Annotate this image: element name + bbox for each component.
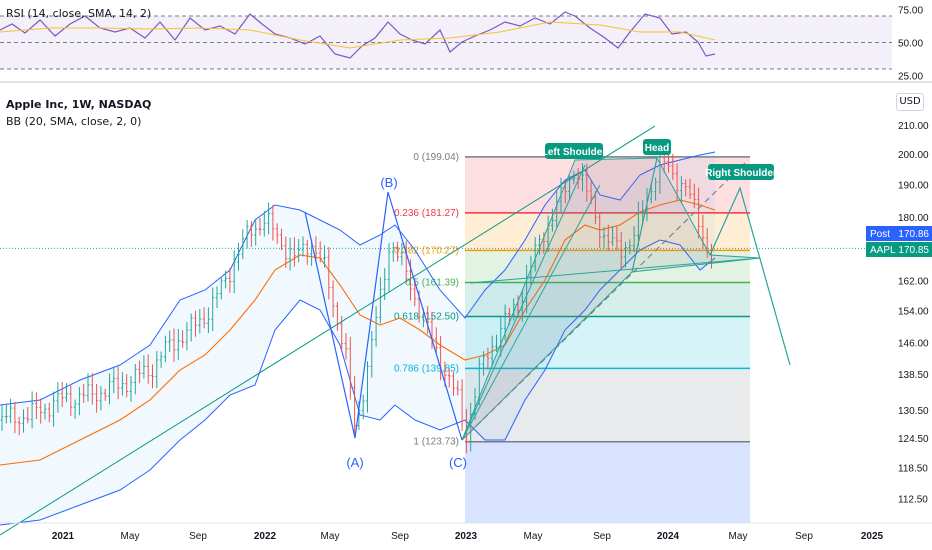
long-trendline <box>0 125 656 536</box>
time-tick-label: May <box>729 531 748 542</box>
pattern-label-box <box>708 164 774 180</box>
fib-zone-0.786 <box>465 368 750 442</box>
time-tick-label: 2022 <box>254 531 277 542</box>
rsi-tick-label: 75.00 <box>898 5 923 16</box>
rsi-legend[interactable]: RSI (14, close, SMA, 14, 2) <box>6 7 152 20</box>
fib-zone-0.618 <box>465 316 750 369</box>
fib-label-0.618: 0.618 (152.50) <box>394 311 459 322</box>
pattern-label-box <box>545 143 603 159</box>
time-tick-label: Sep <box>391 531 409 542</box>
symbol-badge-value: 170.85 <box>898 245 929 256</box>
axes: 75.00 50.00 25.00 210.00 200.00 190.00 180.00 1… <box>0 5 932 542</box>
time-tick-label: 2023 <box>455 531 478 542</box>
rsi-tick-label: 50.00 <box>898 39 923 50</box>
post-badge-value: 170.86 <box>898 229 929 240</box>
pattern-label-box <box>643 139 671 155</box>
price-tick-label: 138.50 <box>898 370 929 381</box>
post-badge-label: Post <box>870 229 890 240</box>
wave-label: (C) <box>449 455 467 470</box>
rsi-tick-label: 25.00 <box>898 72 923 83</box>
time-tick-label: 2024 <box>657 531 680 542</box>
symbol-badge-label: AAPL <box>870 245 896 256</box>
currency-selector[interactable]: USD <box>896 93 924 111</box>
fib-zone-0 <box>465 156 750 213</box>
time-tick-label: Sep <box>593 531 611 542</box>
main-legend: Apple Inc, 1W, NASDAQ BB (20, SMA, close… <box>6 96 151 130</box>
post-badge-box <box>866 226 932 241</box>
symbol-title[interactable]: Apple Inc, 1W, NASDAQ <box>6 98 152 111</box>
dashed-trendline <box>461 159 749 441</box>
wave-label: (B) <box>380 175 397 190</box>
price-tick-label: 154.00 <box>898 307 929 318</box>
time-tick-label: 2021 <box>52 531 75 542</box>
price-tick-label: 146.00 <box>898 339 929 350</box>
price-tick-label: 200.00 <box>898 150 929 161</box>
price-tick-label: 130.50 <box>898 406 929 417</box>
projection-path <box>709 186 791 366</box>
fib-label-0.382: 0.382 (170.27) <box>394 245 459 256</box>
bb-legend[interactable]: BB (20, SMA, close, 2, 0) <box>6 115 142 128</box>
abc-wave-line <box>304 191 463 441</box>
pattern-label: Head <box>643 139 671 155</box>
fib-zone-0.5 <box>465 282 750 317</box>
pattern-label: Left Shoulder <box>542 143 607 159</box>
neckline <box>469 257 761 284</box>
fan-line-2 <box>461 184 601 441</box>
time-tick-label: Sep <box>795 531 813 542</box>
price-tick-label: 112.50 <box>898 495 928 506</box>
pattern-label-text: Left Shoulder <box>542 147 607 158</box>
fib-label-0: 0 (199.04) <box>413 152 459 163</box>
bb-upper <box>0 151 716 406</box>
price-pane: 0 (199.04) 0.236 (181.27) 0.382 (170.27) 0.… <box>0 125 892 536</box>
bb-lower <box>0 239 716 526</box>
time-tick-label: May <box>121 531 140 542</box>
pattern-label-text: Head <box>645 143 669 154</box>
time-tick-label: May <box>321 531 340 542</box>
pattern-label: Right Shoulder <box>705 164 777 180</box>
rsi-sma-line <box>0 21 716 49</box>
fib-label-0.5: 0.5 (161.39) <box>405 278 459 289</box>
price-tick-label: 210.00 <box>898 121 929 132</box>
price-tick-label: 124.50 <box>898 434 929 445</box>
time-tick-label: 2025 <box>861 531 884 542</box>
fib-label-0.236: 0.236 (181.27) <box>394 208 459 219</box>
post-badge: Post 170.86 <box>866 226 932 241</box>
symbol-badge-box <box>866 242 932 257</box>
fan-line-1 <box>461 164 586 441</box>
price-tick-label: 190.00 <box>898 181 929 192</box>
time-tick-label: May <box>524 531 543 542</box>
price-tick-label: 162.00 <box>898 276 929 287</box>
bb-basis <box>0 199 716 466</box>
fib-zone-0.382 <box>465 250 750 283</box>
rsi-line <box>0 11 716 59</box>
price-tick-label: 118.50 <box>898 464 928 475</box>
pattern-label-text: Right Shoulder <box>705 168 777 179</box>
price-tick-label: 180.00 <box>898 213 929 224</box>
fib-zone-extension <box>465 441 750 523</box>
rsi-pane <box>0 11 892 70</box>
fib-label-0.786: 0.786 (139.85) <box>394 363 459 374</box>
fib-label-1: 1 (123.73) <box>413 437 459 448</box>
wave-label: (A) <box>346 455 363 470</box>
time-tick-label: Sep <box>189 531 207 542</box>
symbol-price-badge: AAPL 170.85 <box>866 242 932 257</box>
